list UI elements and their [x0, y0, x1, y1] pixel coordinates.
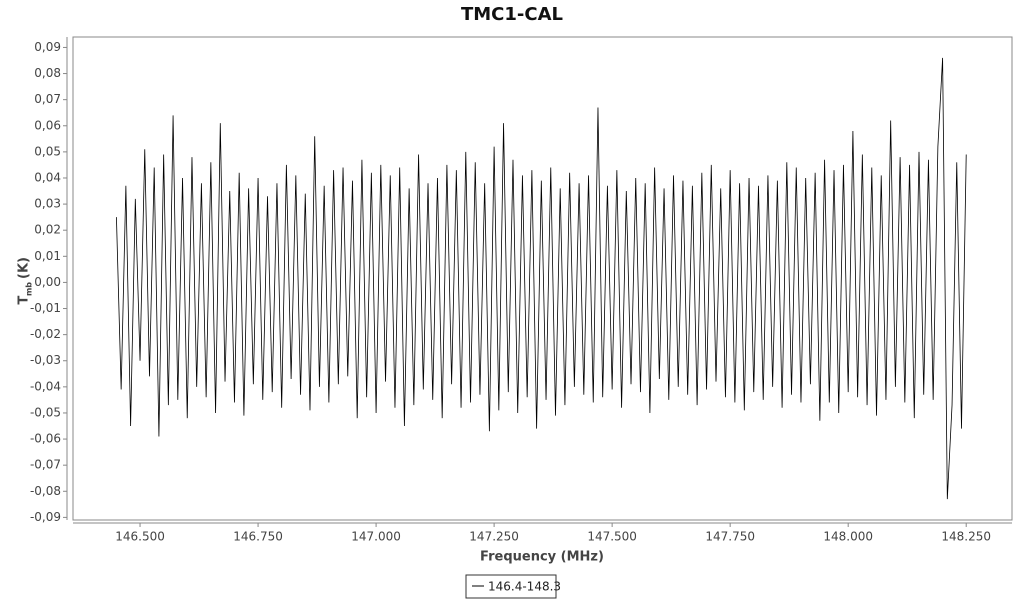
y-tick-label: 0,07 [34, 92, 61, 106]
y-tick-label: -0,09 [30, 510, 61, 524]
y-tick-label: -0,06 [30, 432, 61, 446]
y-tick-label: 0,08 [34, 66, 61, 80]
y-tick-label: -0,07 [30, 458, 61, 472]
x-tick-label: 147.750 [705, 530, 755, 544]
y-tick-label: 0,03 [34, 197, 61, 211]
y-tick-label: 0,09 [34, 40, 61, 54]
x-tick-label: 146.500 [115, 530, 165, 544]
legend-label: 146.4-148.3 [488, 580, 561, 594]
spectrum-line [116, 57, 967, 500]
legend-box [465, 574, 557, 599]
y-tick-label: 0,06 [34, 118, 61, 132]
x-tick-label: 147.250 [469, 530, 519, 544]
x-axis-label: Frequency (MHz) [480, 550, 604, 565]
y-tick-label: 0,04 [34, 170, 61, 184]
y-axis-label: T mb (K) [17, 257, 34, 304]
x-tick-label: 146.750 [233, 530, 283, 544]
y-tick-label: -0,08 [30, 484, 61, 498]
y-label-unit: (K) [17, 257, 32, 279]
x-tick-label: 148.250 [941, 530, 991, 544]
y-tick-label: -0,03 [30, 353, 61, 367]
x-tick-label: 147.000 [351, 530, 401, 544]
y-tick-label: -0,04 [30, 379, 61, 393]
chart-title: TMC1-CAL [461, 4, 563, 25]
y-tick-label: -0,02 [30, 327, 61, 341]
y-tick-label: -0,01 [30, 301, 61, 315]
y-tick-label: 0,01 [34, 249, 61, 263]
x-tick-label: 148.000 [823, 530, 873, 544]
y-tick-label: 0,02 [34, 223, 61, 237]
plot-frame [72, 36, 1013, 521]
y-label-sub: mb [25, 282, 34, 296]
x-tick-label: 147.500 [587, 530, 637, 544]
y-label-main: T [17, 295, 32, 304]
y-tick-label: -0,05 [30, 405, 61, 419]
y-tick-label: 0,05 [34, 144, 61, 158]
y-tick-label: 0,00 [34, 275, 61, 289]
